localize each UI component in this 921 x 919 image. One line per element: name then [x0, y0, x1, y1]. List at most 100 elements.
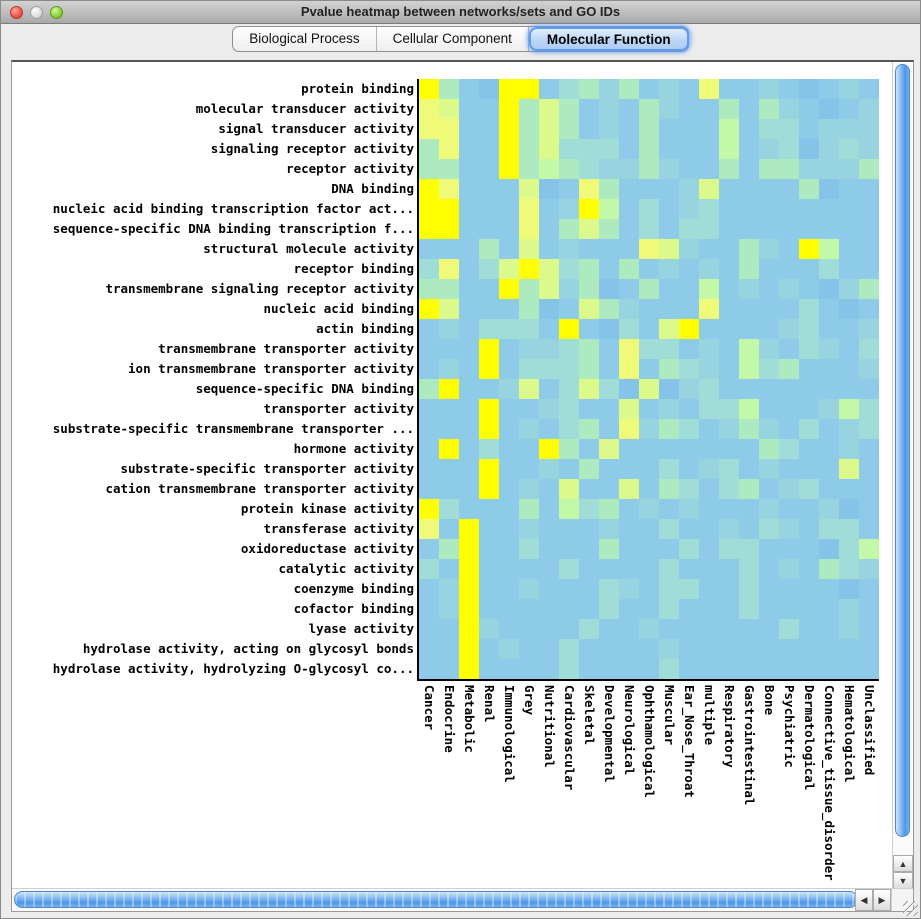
- heatmap-cell: [519, 339, 539, 359]
- heatmap-cell: [799, 619, 819, 639]
- heatmap-cell: [559, 519, 579, 539]
- heatmap-cell: [739, 439, 759, 459]
- row-label: molecular transducer activity: [195, 101, 414, 116]
- heatmap-cell: [859, 439, 879, 459]
- horizontal-scrollbar-thumb[interactable]: [14, 891, 858, 908]
- heatmap-cell: [459, 379, 479, 399]
- heatmap-cell: [459, 499, 479, 519]
- close-button-icon[interactable]: [10, 6, 23, 19]
- heatmap-cell: [859, 299, 879, 319]
- heatmap-cell: [659, 79, 679, 99]
- heatmap-cell: [659, 499, 679, 519]
- heatmap-cell: [459, 619, 479, 639]
- heatmap-cell: [639, 139, 659, 159]
- heatmap-cell: [739, 119, 759, 139]
- heatmap-cell: [579, 599, 599, 619]
- heatmap-cell: [859, 599, 879, 619]
- heatmap-cell: [739, 619, 759, 639]
- heatmap-cell: [479, 359, 499, 379]
- heatmap-cell: [699, 399, 719, 419]
- heatmap-cell: [459, 639, 479, 659]
- heatmap-cell: [719, 519, 739, 539]
- heatmap-cell: [799, 439, 819, 459]
- heatmap-cell: [559, 559, 579, 579]
- heatmap-cell: [819, 199, 839, 219]
- heatmap-cell: [779, 219, 799, 239]
- minimize-button-icon[interactable]: [30, 6, 43, 19]
- tab-molecular-function[interactable]: Molecular Function: [528, 27, 689, 51]
- scroll-down-button[interactable]: ▼: [893, 872, 913, 889]
- heatmap-cell: [619, 399, 639, 419]
- heatmap-cell: [459, 79, 479, 99]
- col-label: Ear_Nose_Throat: [682, 685, 697, 798]
- heatmap-cell: [479, 439, 499, 459]
- col-labels: Cancer Endocrine Metabolic Renal Immunologic…: [419, 685, 879, 881]
- tab-bar: Biological Process Cellular Component Mole…: [232, 26, 689, 52]
- heatmap-cell: [479, 559, 499, 579]
- heatmap-cell: [459, 459, 479, 479]
- scroll-up-button[interactable]: ▲: [893, 855, 913, 872]
- vertical-scrollbar-thumb[interactable]: [895, 64, 910, 837]
- heatmap-cell: [679, 479, 699, 499]
- col-label: Cardiovascular: [562, 685, 577, 791]
- heatmap-cell: [479, 259, 499, 279]
- heatmap-cell: [639, 539, 659, 559]
- heatmap-cell: [839, 439, 859, 459]
- heatmap-cell: [699, 639, 719, 659]
- heatmap-cell: [739, 659, 759, 679]
- heatmap-cell: [719, 479, 739, 499]
- row-label: sequence-specific DNA binding: [195, 381, 414, 396]
- heatmap-cell: [799, 499, 819, 519]
- heatmap-cell: [819, 479, 839, 499]
- heatmap-cell: [759, 539, 779, 559]
- heatmap-cell: [799, 639, 819, 659]
- heatmap-cell: [579, 659, 599, 679]
- heatmap-cell: [699, 179, 719, 199]
- heatmap-cell: [719, 559, 739, 579]
- heatmap-cell: [639, 299, 659, 319]
- zoom-button-icon[interactable]: [50, 6, 63, 19]
- heatmap-cell: [439, 159, 459, 179]
- heatmap-cell: [739, 419, 759, 439]
- vertical-scrollbar[interactable]: ▲ ▼: [892, 62, 913, 889]
- heatmap-cell: [419, 539, 439, 559]
- heatmap-cell: [479, 179, 499, 199]
- heatmap-cell: [519, 219, 539, 239]
- heatmap-cell: [859, 559, 879, 579]
- heatmap-cell: [779, 199, 799, 219]
- scroll-left-button[interactable]: ◀: [855, 889, 873, 911]
- row-label: protein binding: [301, 81, 414, 96]
- heatmap-cell: [519, 299, 539, 319]
- heatmap-cell: [579, 619, 599, 639]
- col-label: Developmental: [602, 685, 617, 783]
- heatmap-cell: [799, 119, 819, 139]
- heatmap-cell: [519, 579, 539, 599]
- heatmap-cell: [639, 179, 659, 199]
- heatmap-cell: [499, 299, 519, 319]
- title-bar[interactable]: Pvalue heatmap between networks/sets and…: [1, 1, 920, 24]
- col-label: Endocrine: [442, 685, 457, 753]
- heatmap-cell: [479, 539, 499, 559]
- heatmap-cell: [859, 319, 879, 339]
- heatmap-cell: [819, 79, 839, 99]
- scroll-right-button[interactable]: ▶: [873, 889, 891, 911]
- heatmap-cell: [679, 519, 699, 539]
- heatmap-cell: [499, 119, 519, 139]
- row-label: substrate-specific transmembrane transpo…: [52, 421, 414, 436]
- heatmap-cell: [539, 519, 559, 539]
- horizontal-scrollbar[interactable]: ◀ ▶: [12, 888, 913, 911]
- resize-grip[interactable]: [903, 901, 918, 916]
- tab-biological-process[interactable]: Biological Process: [233, 27, 377, 51]
- col-label: Ophthamological: [642, 685, 657, 798]
- tab-cellular-component[interactable]: Cellular Component: [377, 27, 529, 51]
- heatmap-cell: [659, 519, 679, 539]
- heatmap-cell: [539, 499, 559, 519]
- heatmap-cell: [859, 479, 879, 499]
- heatmap-cell: [739, 279, 759, 299]
- heatmap-cell: [679, 639, 699, 659]
- heatmap-cell: [579, 219, 599, 239]
- heatmap-cell: [619, 559, 639, 579]
- heatmap-cell: [759, 159, 779, 179]
- heatmap-cell: [679, 439, 699, 459]
- heatmap-cell: [759, 199, 779, 219]
